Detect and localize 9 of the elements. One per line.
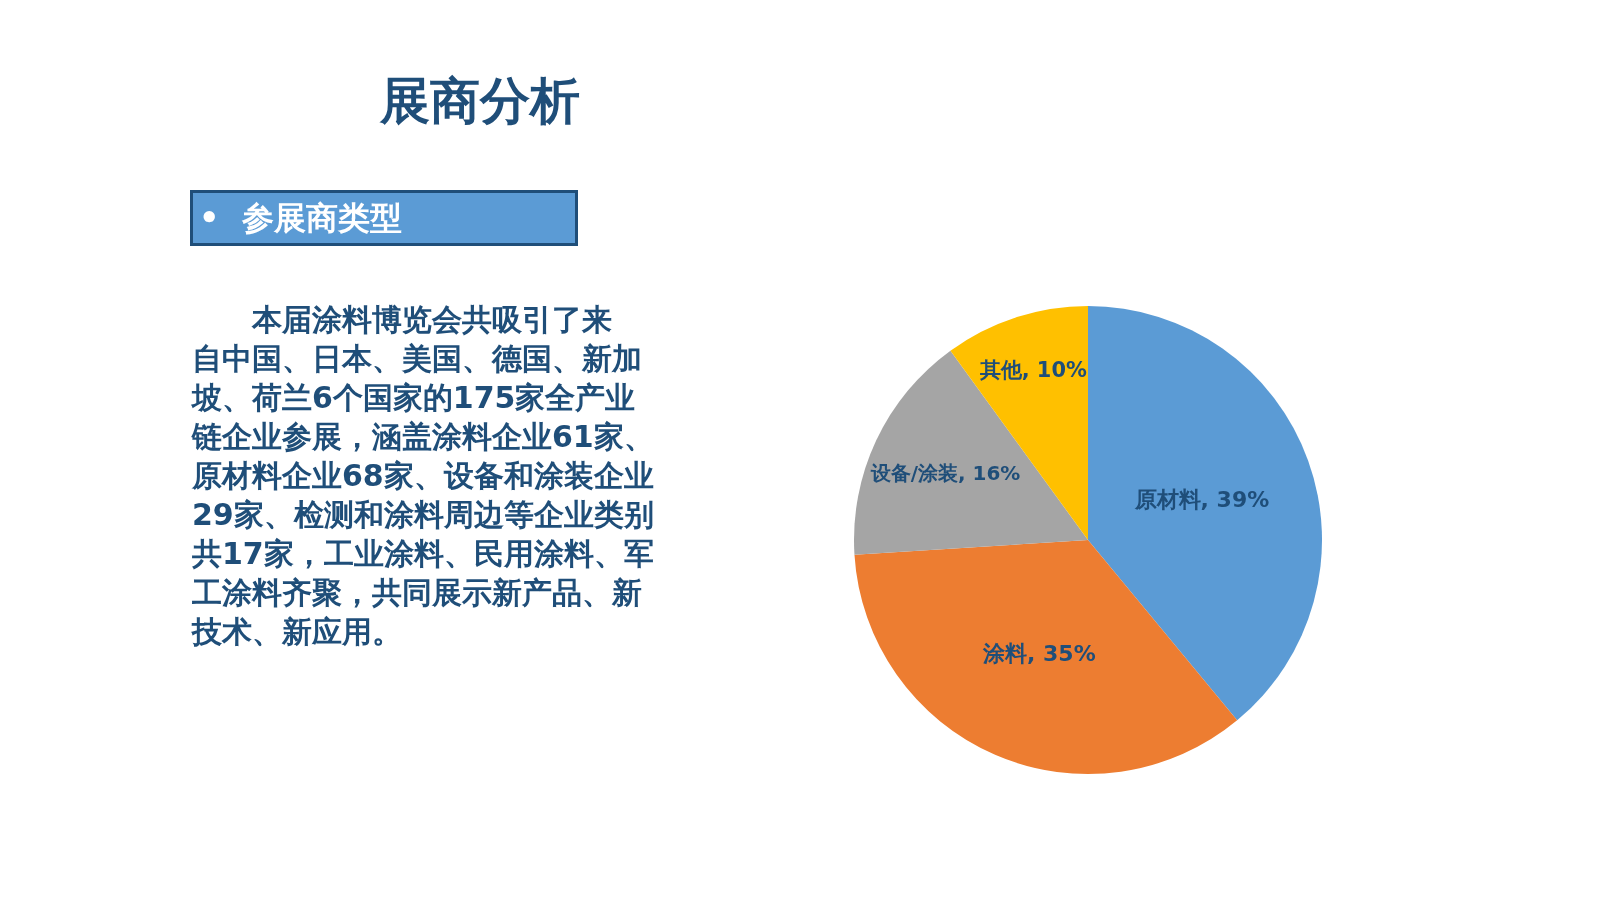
slice-label: 涂料, 35% — [982, 641, 1096, 667]
text: 本届涂料博览会共吸引了来自中国、日本、美国、德国、新加坡、荷兰6个国家的175家全产业链企业参展，涵盖涂料企业61家、原材料企业68家、设备和涂装企业29家、检测和涂料周边等企业类别共17家，工业涂料、民用涂料、军工涂料齐聚，共同展示新产品、新技术、新应用。 — [192, 302, 654, 649]
slice-label: 原材料, 39% — [1133, 486, 1270, 512]
chart-title: 展商分析 — [379, 71, 580, 130]
slice-label: 其他, 10% — [978, 358, 1087, 383]
slice-label: 设备/涂装, 16% — [869, 460, 1021, 485]
text: • 参展商类型 — [199, 199, 402, 237]
pie-slice — [854, 540, 1238, 774]
pie-slice — [854, 350, 1088, 555]
